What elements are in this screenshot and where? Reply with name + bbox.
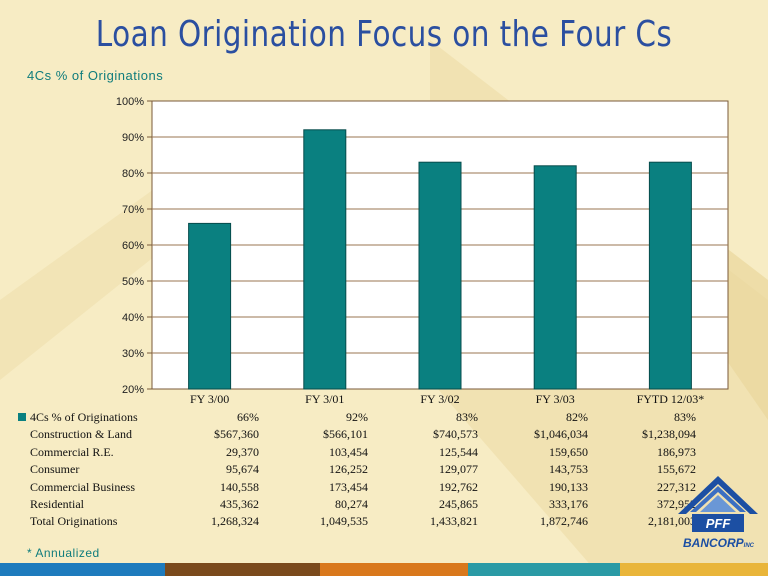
chart-subtitle: 4Cs % of Originations: [27, 68, 164, 83]
row-label: Residential: [30, 497, 84, 511]
table-cell: $740,573: [433, 427, 478, 442]
y-tick-label: 100%: [116, 96, 144, 108]
table-cell: 66%: [237, 410, 259, 424]
table-cell: 140,558: [220, 479, 259, 494]
row-label: Commercial Business: [30, 479, 135, 494]
bar: [648, 161, 692, 390]
logo-badge: PFF: [706, 516, 732, 531]
table-cell: 1,268,324: [211, 514, 259, 529]
table-cell: 333,176: [549, 497, 588, 511]
x-tick-label: FY 3/02: [420, 392, 459, 406]
table-cell: $1,046,034: [534, 427, 588, 442]
table-cell: 1,872,746: [540, 514, 588, 529]
table-cell: 143,753: [549, 462, 588, 477]
bar-chart: 20% 30% 40% 50% 60% 70% 80% 90% 100% FY 3/00 FY 3/…: [116, 96, 729, 406]
table-cell: 245,865: [439, 497, 478, 511]
y-tick-label: 50%: [122, 276, 144, 288]
pff-logo-icon: PFF: [678, 476, 758, 532]
x-tick-label: FY 3/00: [190, 392, 229, 406]
table-cell: 129,077: [439, 462, 478, 477]
y-tick-label: 70%: [122, 204, 144, 216]
table-cell: 173,454: [329, 479, 368, 494]
row-label: Total Originations: [30, 514, 118, 529]
x-tick-label: FY 3/03: [536, 392, 575, 406]
table-cell: 126,252: [329, 462, 368, 477]
bottom-color-bar: [0, 563, 768, 576]
table-cell: 95,674: [226, 462, 259, 477]
footnote: * Annualized: [27, 546, 100, 560]
table-cell: 83%: [456, 410, 478, 424]
table-cell: 192,762: [439, 479, 478, 494]
bar: [303, 129, 347, 390]
y-tick-label: 60%: [122, 240, 144, 252]
table-cell: 227,312: [657, 479, 696, 494]
table-cell: $567,360: [214, 427, 259, 442]
table-cell: $566,101: [323, 427, 368, 442]
table-cell: 1,049,535: [320, 514, 368, 529]
table-cell: 190,133: [549, 479, 588, 494]
bar: [533, 165, 577, 390]
y-tick-label: 40%: [122, 312, 144, 324]
x-tick-label: FY 3/01: [305, 392, 344, 406]
y-tick-label: 20%: [122, 384, 144, 396]
x-tick-label: FYTD 12/03*: [637, 392, 705, 406]
table-cell: 2,181,003: [648, 514, 696, 529]
table-cell: 80,274: [335, 497, 368, 511]
table-cell: 125,544: [439, 444, 478, 459]
table-cell: 186,973: [657, 444, 696, 459]
table-cell: $1,238,094: [642, 427, 696, 442]
table-cell: 1,433,821: [430, 514, 478, 529]
table-cell: 83%: [674, 410, 696, 424]
table-cell: 92%: [346, 410, 368, 424]
table-cell: 159,650: [549, 444, 588, 459]
row-label: Consumer: [30, 462, 80, 477]
logo-text: BANCORPINC: [683, 536, 755, 550]
table-cell: 155,672: [657, 462, 696, 477]
row-label: Construction & Land: [30, 427, 132, 442]
y-tick-label: 30%: [122, 348, 144, 360]
bar: [418, 161, 462, 390]
y-tick-label: 90%: [122, 132, 144, 144]
page-title: Loan Origination Focus on the Four Cs: [95, 14, 673, 55]
table-cell: 82%: [566, 410, 588, 424]
y-tick-label: 80%: [122, 168, 144, 180]
table-cell: 435,362: [220, 497, 259, 511]
row-label: 4Cs % of Originations: [30, 410, 138, 424]
row-label: Commercial R.E.: [30, 444, 114, 459]
table-cell: 29,370: [226, 444, 259, 459]
table-cell: 103,454: [329, 444, 368, 459]
bar: [188, 222, 232, 390]
legend-swatch: [18, 413, 26, 421]
